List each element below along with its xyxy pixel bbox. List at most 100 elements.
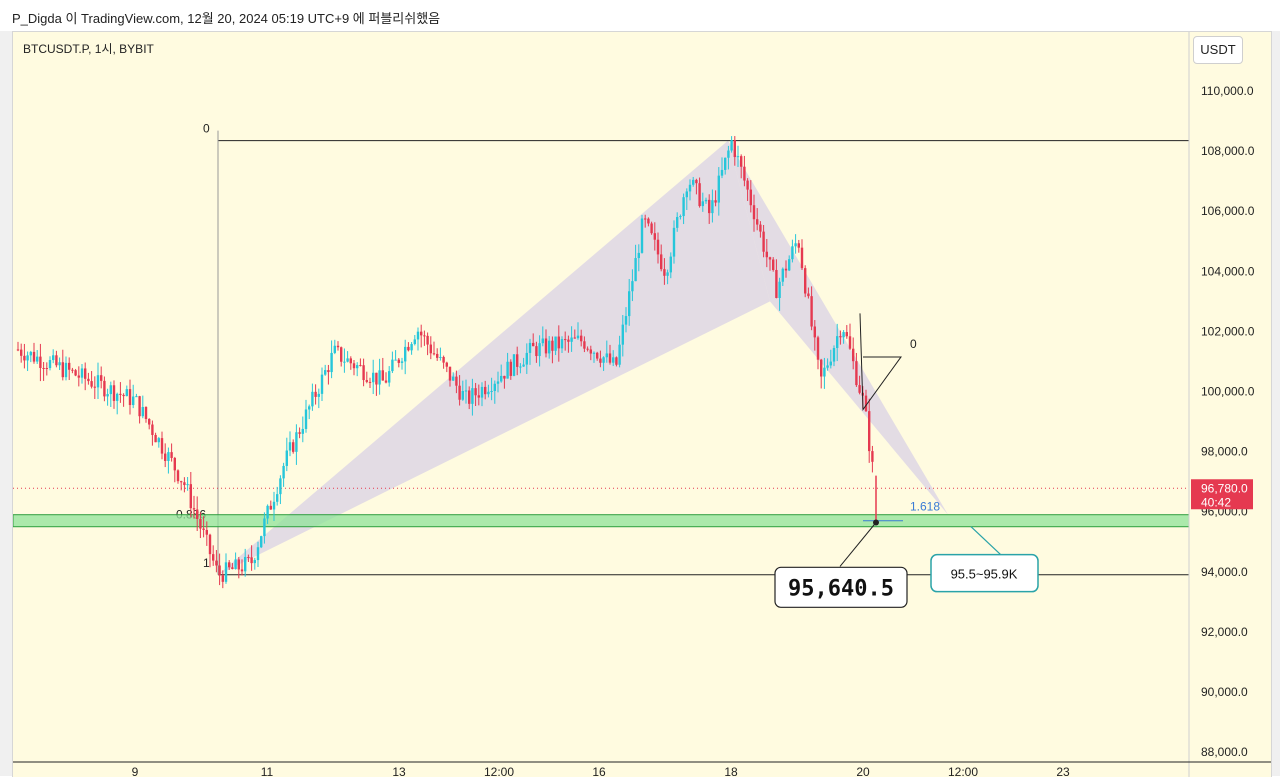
candle-body bbox=[320, 374, 324, 394]
candle-body bbox=[656, 239, 660, 255]
candle-body bbox=[148, 418, 151, 425]
candle-body bbox=[845, 332, 848, 337]
candle-body bbox=[461, 391, 464, 400]
last-price-countdown: 40:42 bbox=[1201, 495, 1231, 509]
candle-body bbox=[205, 529, 208, 535]
candle-body bbox=[871, 451, 874, 462]
price-tick: 108,000.0 bbox=[1201, 144, 1255, 158]
candle-body bbox=[375, 372, 378, 385]
time-tick: 23 bbox=[1056, 765, 1070, 777]
candle-body bbox=[743, 166, 746, 181]
candle-body bbox=[74, 370, 77, 376]
candle-body bbox=[61, 362, 64, 378]
candle-body bbox=[192, 508, 196, 510]
candle-body bbox=[608, 353, 612, 363]
candle-body bbox=[746, 180, 749, 190]
candle-body bbox=[324, 370, 327, 375]
candle-body bbox=[356, 365, 359, 369]
candle-body bbox=[820, 359, 823, 377]
candle-body bbox=[407, 346, 410, 351]
candle-body bbox=[628, 291, 631, 317]
candle-body bbox=[285, 450, 288, 466]
candle-body bbox=[522, 364, 525, 367]
candle-body bbox=[698, 183, 701, 207]
candle-body bbox=[516, 354, 519, 367]
candle-body bbox=[215, 560, 218, 566]
candle-body bbox=[231, 567, 234, 570]
zone-callout-text: 95.5~95.9K bbox=[951, 567, 1018, 582]
price-tick: 88,000.0 bbox=[1201, 745, 1248, 759]
candle-body bbox=[602, 357, 605, 363]
candle-body bbox=[490, 390, 493, 392]
candle-body bbox=[36, 356, 39, 362]
candle-body bbox=[804, 268, 807, 294]
candle-body bbox=[452, 376, 455, 381]
candle-body bbox=[391, 359, 394, 372]
candle-body bbox=[640, 218, 644, 253]
candle-body bbox=[650, 223, 653, 234]
candle-body bbox=[180, 481, 183, 483]
candle-body bbox=[544, 338, 548, 354]
candle-body bbox=[343, 361, 346, 363]
candle-body bbox=[359, 365, 362, 367]
candle-body bbox=[368, 381, 372, 383]
zone-callout-box bbox=[930, 553, 1039, 593]
candle-body bbox=[106, 394, 109, 397]
candle-body bbox=[26, 355, 29, 361]
candle-body bbox=[288, 442, 292, 451]
candle-body bbox=[823, 367, 826, 377]
candle-body bbox=[317, 393, 320, 397]
candle-body bbox=[564, 339, 567, 341]
candle-body bbox=[112, 385, 116, 401]
low-callout-text: 95,640.5 bbox=[788, 576, 894, 601]
price-tick: 94,000.0 bbox=[1201, 565, 1248, 579]
candle-body bbox=[208, 534, 212, 555]
candle-body bbox=[589, 349, 592, 354]
candle-body bbox=[672, 227, 676, 257]
time-tick: 9 bbox=[132, 765, 139, 777]
price-tick: 104,000.0 bbox=[1201, 264, 1255, 278]
candle-body bbox=[141, 406, 144, 417]
candle-body bbox=[432, 353, 436, 355]
candle-body bbox=[624, 316, 628, 325]
candle-body bbox=[445, 362, 448, 367]
candles bbox=[16, 136, 877, 589]
candle-body bbox=[605, 353, 608, 358]
candle-body bbox=[301, 428, 304, 434]
candle-body bbox=[592, 352, 596, 354]
candle-body bbox=[487, 391, 490, 395]
candle-body bbox=[100, 375, 103, 381]
candle-body bbox=[266, 505, 269, 519]
candle-body bbox=[202, 528, 205, 530]
candle-body bbox=[464, 390, 468, 392]
candle-body bbox=[560, 339, 564, 349]
candle-body bbox=[765, 251, 768, 258]
candle-body bbox=[186, 484, 189, 486]
candle-body bbox=[500, 375, 503, 382]
currency-button[interactable]: USDT bbox=[1193, 36, 1243, 64]
candle-body bbox=[333, 345, 336, 353]
candle-body bbox=[87, 378, 90, 382]
candle-body bbox=[551, 340, 554, 351]
candle-body bbox=[800, 247, 804, 269]
candle-body bbox=[218, 565, 221, 576]
candle-body bbox=[48, 360, 52, 369]
symbol-label[interactable]: BTCUSDT.P, 1시, BYBIT bbox=[23, 42, 154, 56]
candle-body bbox=[336, 345, 340, 348]
candle-body bbox=[682, 197, 685, 217]
candle-body bbox=[160, 438, 164, 454]
candle-body bbox=[189, 484, 192, 509]
candle-body bbox=[573, 337, 576, 339]
candle-body bbox=[807, 293, 810, 297]
candle-body bbox=[349, 358, 352, 364]
candle-body bbox=[788, 259, 791, 271]
candle-body bbox=[666, 272, 669, 276]
candle-body bbox=[58, 362, 61, 366]
candle-body bbox=[784, 268, 788, 271]
candle-body bbox=[493, 383, 496, 391]
candle-body bbox=[730, 140, 733, 151]
candle-body bbox=[557, 336, 560, 349]
candle-body bbox=[413, 339, 416, 345]
